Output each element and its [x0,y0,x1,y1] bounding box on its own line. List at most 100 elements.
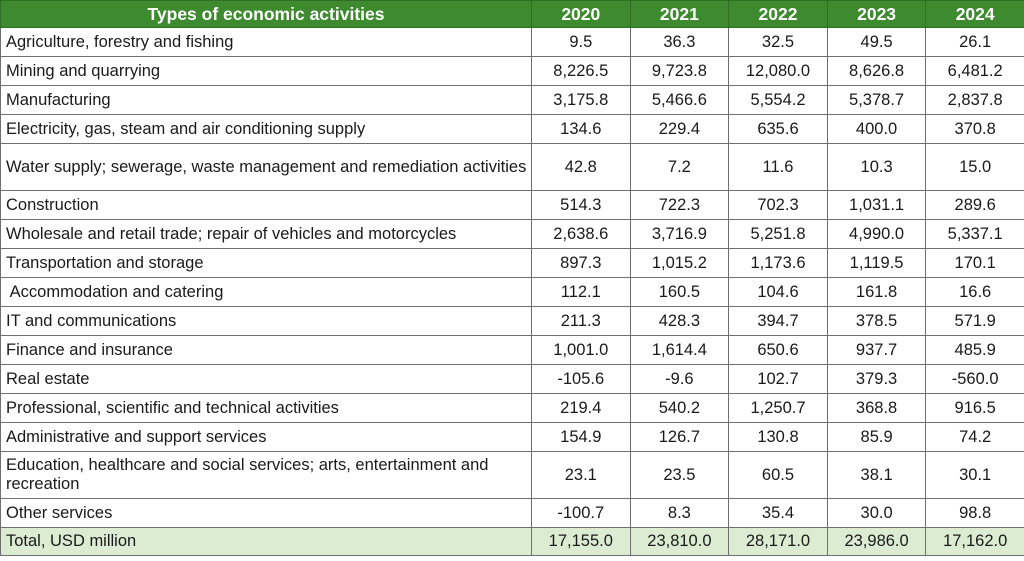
cell-value: 60.5 [728,451,828,499]
cell-value: 170.1 [925,248,1024,278]
row-label: Mining and quarrying [0,56,532,86]
table-row: Professional, scientific and technical a… [0,393,1024,423]
cell-value: 897.3 [531,248,631,278]
cell-value: 3,716.9 [629,219,730,249]
cell-value: 23.1 [531,451,631,499]
cell-value: 8.3 [629,498,730,528]
row-label: Accommodation and catering [0,277,532,307]
table-row: Real estate -105.6 -9.6 102.7 379.3 -560… [0,364,1024,394]
cell-value: 36.3 [629,27,730,57]
row-label: Education, healthcare and social service… [0,451,532,499]
table-row: Mining and quarrying 8,226.5 9,723.8 12,… [0,56,1024,86]
cell-value: 5,337.1 [925,219,1024,249]
row-label: Administrative and support services [0,422,532,452]
cell-value: 126.7 [629,422,730,452]
table-row: Water supply; sewerage, waste management… [0,143,1024,191]
cell-value: 23.5 [629,451,730,499]
cell-value: 154.9 [531,422,631,452]
header-year-2022: 2022 [728,0,828,28]
cell-value: 916.5 [925,393,1024,423]
table-row: Agriculture, forestry and fishing 9.5 36… [0,27,1024,57]
cell-value: -560.0 [925,364,1024,394]
cell-value: 722.3 [629,190,730,220]
cell-value: -100.7 [531,498,631,528]
cell-value: 98.8 [925,498,1024,528]
cell-value: 7.2 [629,143,730,191]
cell-value: 394.7 [728,306,828,336]
table-row: Other services -100.7 8.3 35.4 30.0 98.8 [0,498,1024,528]
header-year-2023: 2023 [826,0,927,28]
cell-value: 211.3 [531,306,631,336]
header-row: Types of economic activities 2020 2021 2… [0,0,1024,28]
header-year-2020: 2020 [531,0,631,28]
cell-value: 2,638.6 [531,219,631,249]
cell-value: 1,173.6 [728,248,828,278]
cell-value: 6,481.2 [925,56,1024,86]
cell-value: 379.3 [826,364,927,394]
cell-value: 12,080.0 [728,56,828,86]
row-label: Manufacturing [0,85,532,115]
cell-value: 42.8 [531,143,631,191]
cell-value: 16.6 [925,277,1024,307]
header-year-2021: 2021 [629,0,730,28]
cell-value: -105.6 [531,364,631,394]
cell-value: 112.1 [531,277,631,307]
cell-value: 74.2 [925,422,1024,452]
cell-value: -9.6 [629,364,730,394]
cell-value: 485.9 [925,335,1024,365]
cell-value: 130.8 [728,422,828,452]
cell-value: 289.6 [925,190,1024,220]
row-label: Water supply; sewerage, waste management… [0,143,532,191]
row-label: Wholesale and retail trade; repair of ve… [0,219,532,249]
cell-value: 26.1 [925,27,1024,57]
cell-value: 35.4 [728,498,828,528]
cell-value: 428.3 [629,306,730,336]
cell-value: 15.0 [925,143,1024,191]
cell-value: 2,837.8 [925,85,1024,115]
cell-value: 9,723.8 [629,56,730,86]
cell-value: 702.3 [728,190,828,220]
total-value: 23,986.0 [826,527,927,556]
table-row: Finance and insurance 1,001.0 1,614.4 65… [0,335,1024,365]
row-label: Real estate [0,364,532,394]
cell-value: 400.0 [826,114,927,144]
cell-value: 11.6 [728,143,828,191]
cell-value: 229.4 [629,114,730,144]
cell-value: 8,226.5 [531,56,631,86]
cell-value: 378.5 [826,306,927,336]
cell-value: 1,119.5 [826,248,927,278]
total-label: Total, USD million [0,527,532,556]
row-label: Electricity, gas, steam and air conditio… [0,114,532,144]
cell-value: 5,378.7 [826,85,927,115]
cell-value: 10.3 [826,143,927,191]
cell-value: 540.2 [629,393,730,423]
cell-value: 8,626.8 [826,56,927,86]
cell-value: 1,614.4 [629,335,730,365]
row-label: Professional, scientific and technical a… [0,393,532,423]
table-row: Education, healthcare and social service… [0,451,1024,499]
cell-value: 85.9 [826,422,927,452]
row-label: IT and communications [0,306,532,336]
cell-value: 161.8 [826,277,927,307]
header-label: Types of economic activities [0,0,532,28]
cell-value: 571.9 [925,306,1024,336]
total-value: 17,162.0 [925,527,1024,556]
cell-value: 1,250.7 [728,393,828,423]
cell-value: 4,990.0 [826,219,927,249]
cell-value: 32.5 [728,27,828,57]
cell-value: 134.6 [531,114,631,144]
total-row: Total, USD million 17,155.0 23,810.0 28,… [0,527,1024,556]
row-label: Finance and insurance [0,335,532,365]
cell-value: 102.7 [728,364,828,394]
row-label: Other services [0,498,532,528]
cell-value: 370.8 [925,114,1024,144]
cell-value: 5,554.2 [728,85,828,115]
table-row: Construction 514.3 722.3 702.3 1,031.1 2… [0,190,1024,220]
table-row: Manufacturing 3,175.8 5,466.6 5,554.2 5,… [0,85,1024,115]
cell-value: 9.5 [531,27,631,57]
row-label: Construction [0,190,532,220]
cell-value: 514.3 [531,190,631,220]
table-row: Wholesale and retail trade; repair of ve… [0,219,1024,249]
cell-value: 104.6 [728,277,828,307]
